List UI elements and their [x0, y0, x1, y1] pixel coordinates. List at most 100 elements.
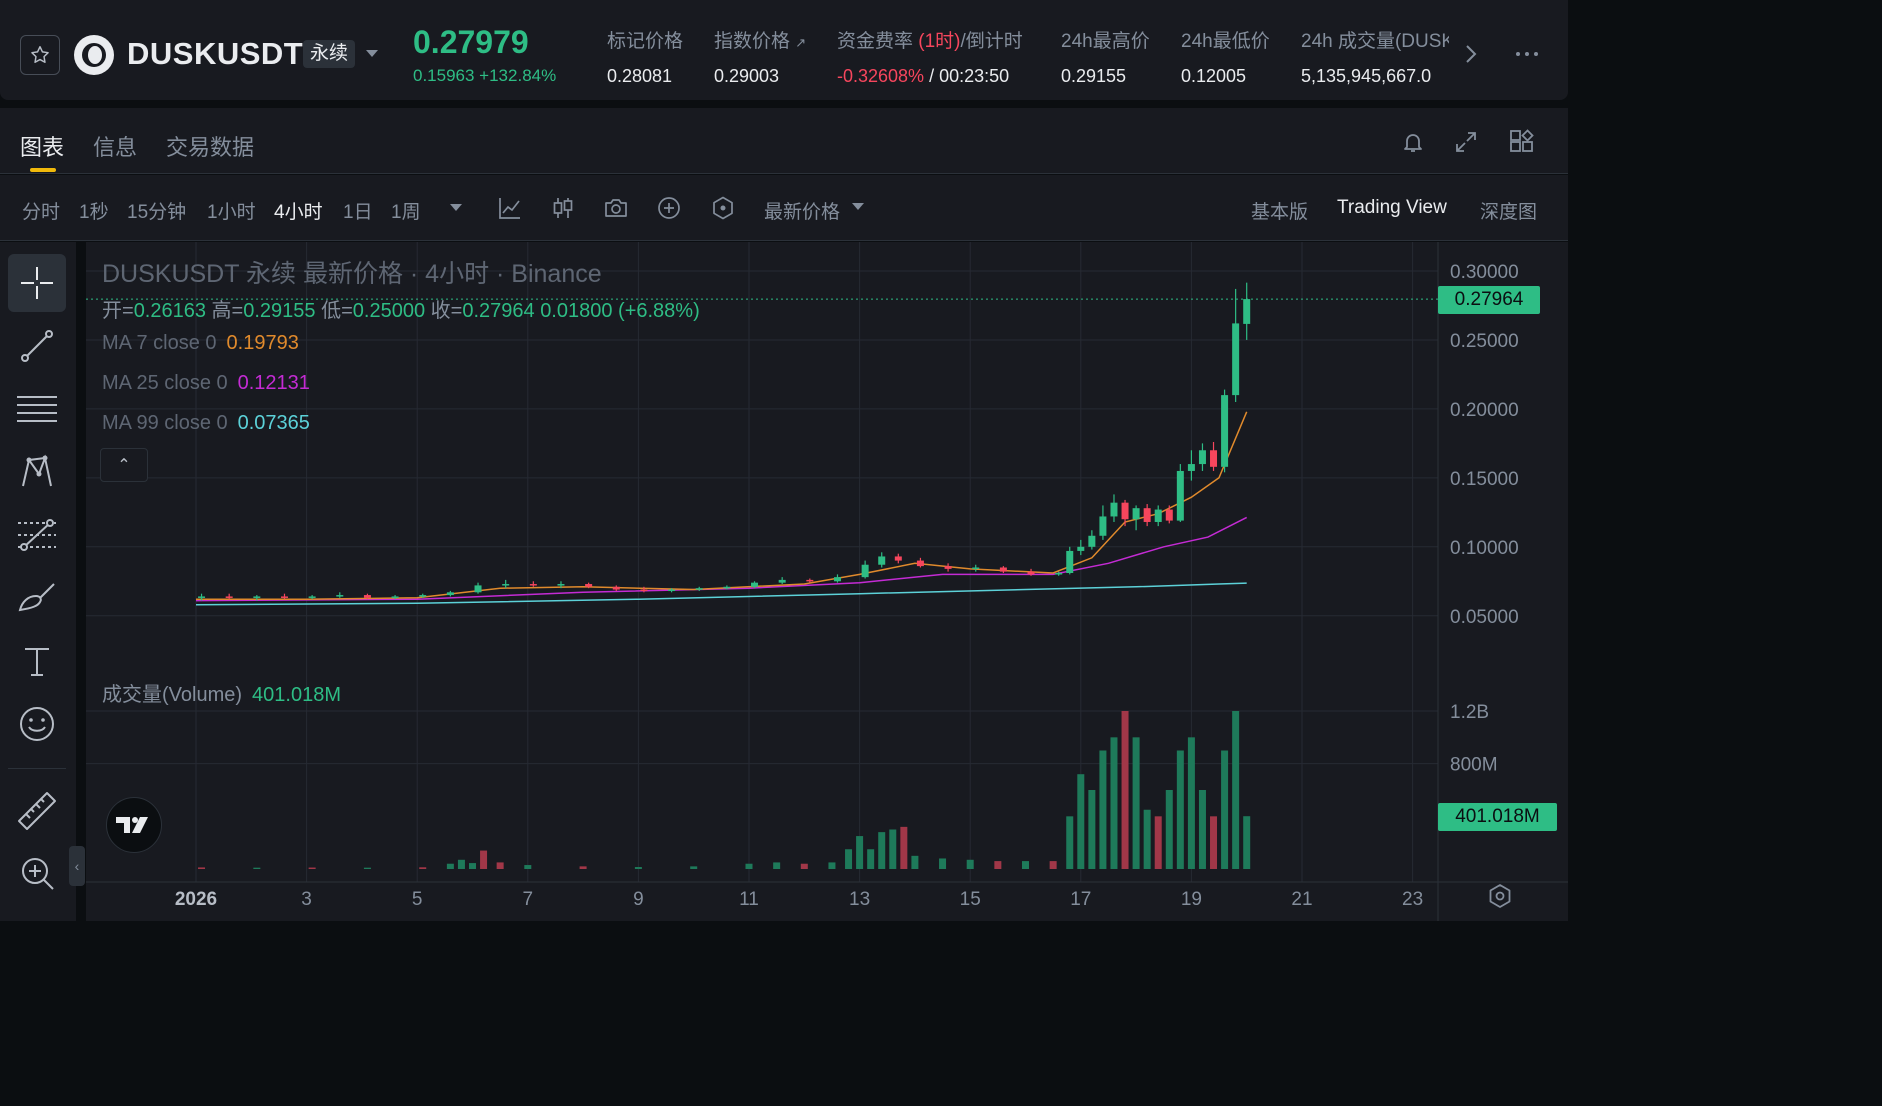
candle-body: [640, 589, 648, 592]
chevron-right-icon[interactable]: [1464, 44, 1478, 64]
volume-bar: [1232, 711, 1240, 869]
candle-body: [894, 556, 902, 561]
volume-bar: [308, 867, 316, 869]
candle-body: [1099, 516, 1107, 536]
volume-bar: [800, 863, 808, 869]
volume-bar: [1066, 816, 1074, 869]
add-circle-icon[interactable]: [656, 195, 682, 221]
candle-body: [1198, 450, 1206, 465]
open-label: 开=: [102, 300, 134, 322]
ma99-legend[interactable]: MA 99 close 0 0.07365: [102, 412, 310, 435]
chart-canvas[interactable]: 0.30000 0.25000 0.20000 0.15000 0.10000 0.050…: [86, 242, 1568, 921]
price-type-chevron-icon[interactable]: [852, 203, 864, 210]
zoom-tool[interactable]: [8, 844, 66, 902]
timeframe-4h[interactable]: 4小时: [274, 202, 323, 223]
mark-price-label[interactable]: 标记价格: [607, 31, 684, 52]
price-change: 0.15963 +132.84%: [413, 66, 557, 85]
funding-rate-stat: 资金费率 (1时)/倒计时 -0.32608% / 00:23:50: [837, 26, 1023, 87]
ma99-label: MA 99 close 0: [102, 412, 228, 434]
indicator-icon[interactable]: [497, 195, 523, 221]
price-axis-label: 0.10000: [1450, 538, 1519, 559]
favorite-button[interactable]: [20, 35, 60, 75]
emoji-tool[interactable]: [8, 695, 66, 753]
crosshair-tool[interactable]: [8, 254, 66, 312]
legend-collapse-button[interactable]: ⌃: [100, 448, 148, 482]
expand-icon[interactable]: [1452, 128, 1480, 156]
funding-rate-label[interactable]: 资金费率 (1时)/倒计时: [837, 26, 1023, 53]
ma99-line: [195, 582, 1247, 606]
symbol-name[interactable]: DUSKUSDT: [127, 36, 304, 71]
view-tradingview[interactable]: Trading View: [1337, 197, 1447, 218]
ma25-line: [195, 516, 1248, 602]
active-tab-indicator: [30, 168, 56, 172]
candle-body: [1027, 571, 1035, 575]
time-axis-label: 9: [633, 889, 644, 910]
tradingview-logo[interactable]: [106, 797, 162, 853]
timeframe-1w[interactable]: 1周: [391, 202, 421, 223]
candle-body: [1066, 550, 1074, 574]
more-icon[interactable]: [1514, 50, 1540, 58]
tab-info[interactable]: 信息: [93, 135, 138, 160]
time-axis-label: 7: [523, 889, 534, 910]
current-price-tag: 0.27964: [1438, 286, 1540, 314]
volume-bar: [363, 867, 371, 869]
trend-line-tool[interactable]: [8, 317, 66, 375]
candle-body: [419, 595, 427, 597]
view-basic[interactable]: 基本版: [1251, 202, 1309, 223]
high-24h-value: 0.29155: [1061, 66, 1127, 86]
hexagon-settings-icon[interactable]: [710, 195, 736, 221]
ohlc-legend: 开=0.26163 高=0.29155 低=0.25000 收=0.27964 …: [102, 294, 700, 323]
tab-chart[interactable]: 图表: [20, 135, 65, 160]
change-value: 0.01800 (+6.88%): [540, 300, 700, 322]
ma7-legend[interactable]: MA 7 close 0 0.19793: [102, 332, 299, 355]
bell-icon[interactable]: [1399, 128, 1427, 156]
layout-grid-icon[interactable]: [1508, 128, 1536, 156]
chevron-down-icon[interactable]: [366, 50, 378, 57]
index-price-label-text: 指数价格: [714, 31, 791, 52]
low-24h-stat: 24h最低价 0.12005: [1181, 26, 1270, 87]
volume-24h-label: 24h 成交量(DUSK): [1301, 31, 1449, 52]
brush-icon: [18, 583, 55, 612]
timeframe-1h[interactable]: 1小时: [207, 202, 256, 223]
brush-tool[interactable]: [8, 569, 66, 627]
pattern-tool[interactable]: [8, 443, 66, 501]
open-value: 0.26163: [133, 300, 206, 322]
ma25-legend[interactable]: MA 25 close 0 0.12131: [102, 372, 310, 395]
candle-body: [502, 584, 510, 586]
time-axis-label: 15: [960, 889, 981, 910]
timeframe-15m[interactable]: 15分钟: [127, 202, 187, 223]
price-chart[interactable]: 0.30000 0.25000 0.20000 0.15000 0.10000 0.050…: [86, 242, 1568, 921]
volume-bar: [1243, 816, 1251, 869]
timeframe-more-chevron-icon[interactable]: [450, 204, 462, 211]
star-icon: [31, 46, 49, 63]
timeframe-1d[interactable]: 1日: [343, 202, 373, 223]
camera-icon[interactable]: [603, 195, 629, 221]
horizontal-lines-tool[interactable]: [8, 380, 66, 438]
close-value: 0.27964: [462, 300, 535, 322]
chart-settings-icon[interactable]: [1486, 882, 1514, 910]
dusk-logo-icon: [74, 35, 114, 75]
ruler-tool[interactable]: [8, 782, 66, 840]
ma25-label: MA 25 close 0: [102, 372, 228, 394]
external-link-icon: ↗: [795, 35, 807, 50]
fib-tool[interactable]: [8, 506, 66, 564]
index-price-label[interactable]: 指数价格 ↗: [714, 26, 806, 53]
candle-body: [1221, 395, 1229, 467]
timeframe-1s[interactable]: 1秒: [79, 202, 109, 223]
candle-body: [1077, 546, 1085, 551]
ma25-value: 0.12131: [237, 372, 310, 394]
collapse-toolbar-button[interactable]: ‹: [69, 846, 85, 886]
view-depth[interactable]: 深度图: [1480, 202, 1538, 223]
time-axis-label: 13: [849, 889, 870, 910]
price-type-select[interactable]: 最新价格: [764, 202, 841, 223]
time-axis-label: 3: [301, 889, 312, 910]
text-tool[interactable]: [8, 632, 66, 690]
volume-axis-label: 1.2B: [1450, 702, 1489, 723]
last-price: 0.27979: [413, 24, 529, 60]
tab-trading-data[interactable]: 交易数据: [166, 135, 255, 160]
candle-body: [861, 564, 869, 578]
price-axis-label: 0.25000: [1450, 331, 1519, 352]
timeframe-line[interactable]: 分时: [22, 202, 61, 223]
price-axis-label: 0.20000: [1450, 400, 1519, 421]
candle-type-icon[interactable]: [550, 195, 576, 221]
